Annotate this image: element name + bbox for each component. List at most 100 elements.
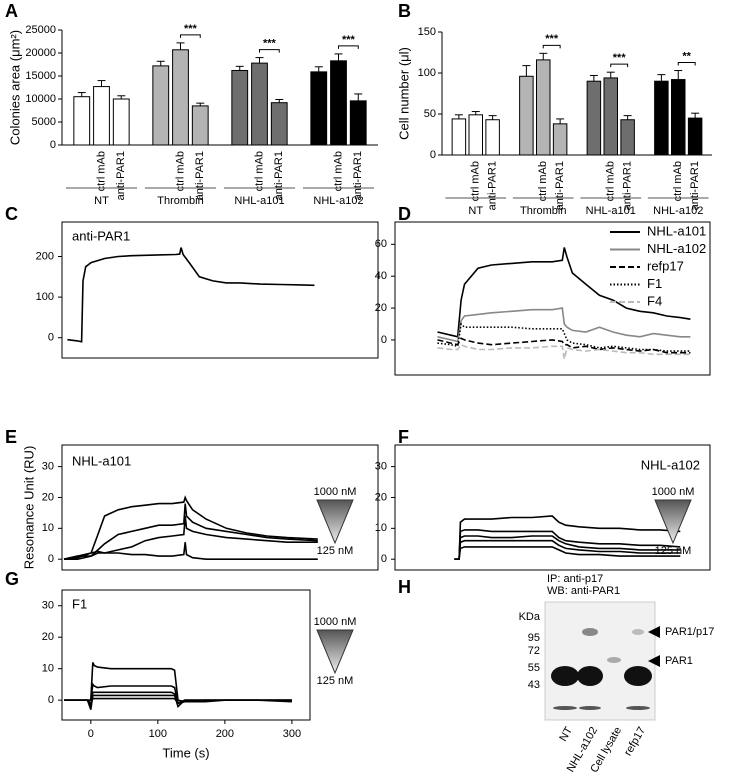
concentration-triangle xyxy=(654,499,692,545)
bar xyxy=(330,60,347,146)
x-tick-label: anti-PAR1 xyxy=(352,151,364,200)
blot-lane: refp17 xyxy=(622,725,648,758)
x-tick-label: 0 xyxy=(88,728,94,740)
x-tick-label: anti-PAR1 xyxy=(622,161,634,210)
bar xyxy=(654,80,669,156)
y-tick-label: 10 xyxy=(375,522,387,534)
arrowhead xyxy=(648,655,660,667)
blot-lane: NT xyxy=(557,725,575,744)
group-label: NT xyxy=(468,205,483,217)
y-tick-label: 10000 xyxy=(25,93,56,105)
group-label: Thrombin xyxy=(520,205,566,217)
y-tick-label: 0 xyxy=(381,553,387,565)
legend-label: refp17 xyxy=(647,258,684,273)
group-label: NHL-a101 xyxy=(234,195,284,207)
y-tick-label: 0 xyxy=(430,149,436,161)
sensorgram-line xyxy=(437,247,691,338)
sensorgram-line xyxy=(437,322,691,352)
panel-label: F1 xyxy=(72,596,87,611)
blot-ip: IP: anti-p17 xyxy=(547,573,603,585)
legend-label: NHL-a101 xyxy=(647,223,706,238)
bar xyxy=(536,59,551,156)
y-tick-label: 20 xyxy=(42,491,54,503)
y-tick-label: 100 xyxy=(36,291,54,303)
panel-label: NHL-a102 xyxy=(641,457,700,472)
x-tick-label: ctrl mAb xyxy=(253,151,265,191)
x-tick-label: ctrl mAb xyxy=(470,161,482,201)
x-tick-label: 300 xyxy=(283,728,301,740)
bar xyxy=(671,79,686,156)
blot-wb: WB: anti-PAR1 xyxy=(547,585,620,597)
panel-letter: A xyxy=(5,1,18,21)
x-tick-label: anti-PAR1 xyxy=(554,161,566,210)
y-tick-label: 0 xyxy=(48,694,54,706)
bar xyxy=(191,105,209,146)
significance-bracket xyxy=(677,62,696,66)
blot-marker: 72 xyxy=(528,645,540,657)
concentration-label: 1000 nM xyxy=(652,486,695,498)
sensorgram-line xyxy=(67,247,315,343)
x-tick-label: anti-PAR1 xyxy=(194,151,206,200)
x-tick-label: anti-PAR1 xyxy=(487,161,499,210)
blot-marker: 55 xyxy=(528,662,540,674)
legend-label: F4 xyxy=(647,293,662,308)
panel-letter: F xyxy=(398,427,409,447)
blot-arrow-label: PAR1/p17 xyxy=(665,626,714,638)
concentration-triangle xyxy=(316,499,354,545)
bar xyxy=(270,102,288,146)
x-tick-label: ctrl mAb xyxy=(332,151,344,191)
sensorgram-line xyxy=(454,546,681,560)
bar xyxy=(231,69,249,146)
x-tick-label: ctrl mAb xyxy=(537,161,549,201)
group-label: NT xyxy=(94,195,109,207)
legend-label: F1 xyxy=(647,276,662,291)
bar xyxy=(519,75,534,156)
y-tick-label: 60 xyxy=(375,238,387,250)
blot-arrow-label: PAR1 xyxy=(665,655,693,667)
y-tick-label: 200 xyxy=(36,250,54,262)
bar xyxy=(251,62,268,146)
significance: *** xyxy=(545,33,559,45)
group-label: NHL-a102 xyxy=(653,205,703,217)
group-label: NHL-a101 xyxy=(586,205,636,217)
plot-frame xyxy=(61,221,379,359)
significance: *** xyxy=(184,23,198,35)
bar xyxy=(687,117,703,156)
bar xyxy=(552,123,568,156)
y-tick-label: 15000 xyxy=(25,70,56,82)
arrowhead xyxy=(648,626,660,638)
plot-frame xyxy=(61,589,311,721)
y-tick-label: 20 xyxy=(375,491,387,503)
bar xyxy=(172,49,189,146)
sensorgram-line xyxy=(454,515,681,560)
group-label: Thrombin xyxy=(157,195,203,207)
y-tick-label: 20000 xyxy=(25,47,56,59)
y-axis-label: Colonies area (μm²) xyxy=(7,30,22,145)
significance-bracket xyxy=(180,34,201,38)
y-axis-label: Resonance Unit (RU) xyxy=(21,446,36,570)
x-axis-label: Time (s) xyxy=(162,745,209,760)
bar xyxy=(603,77,618,156)
x-tick-label: ctrl mAb xyxy=(672,161,684,201)
bar xyxy=(468,114,483,156)
panel-label: anti-PAR1 xyxy=(72,228,130,243)
y-tick-label: 30 xyxy=(42,461,54,473)
y-tick-label: 30 xyxy=(42,600,54,612)
sensorgram-line xyxy=(454,539,681,560)
sensorgram-line xyxy=(63,495,318,560)
concentration-label: 1000 nM xyxy=(314,486,357,498)
y-tick-label: 30 xyxy=(375,461,387,473)
bar xyxy=(310,71,328,146)
y-tick-label: 5000 xyxy=(32,116,56,128)
y-tick-label: 40 xyxy=(375,270,387,282)
sensorgram-line xyxy=(437,337,691,354)
panel-letter: C xyxy=(5,204,18,224)
sensorgram-line xyxy=(63,503,318,560)
bar xyxy=(112,98,130,146)
x-tick-label: 100 xyxy=(149,728,167,740)
significance-bracket xyxy=(259,49,280,53)
concentration-label: 1000 nM xyxy=(314,616,357,628)
y-tick-label: 10 xyxy=(42,522,54,534)
bar xyxy=(586,80,602,156)
